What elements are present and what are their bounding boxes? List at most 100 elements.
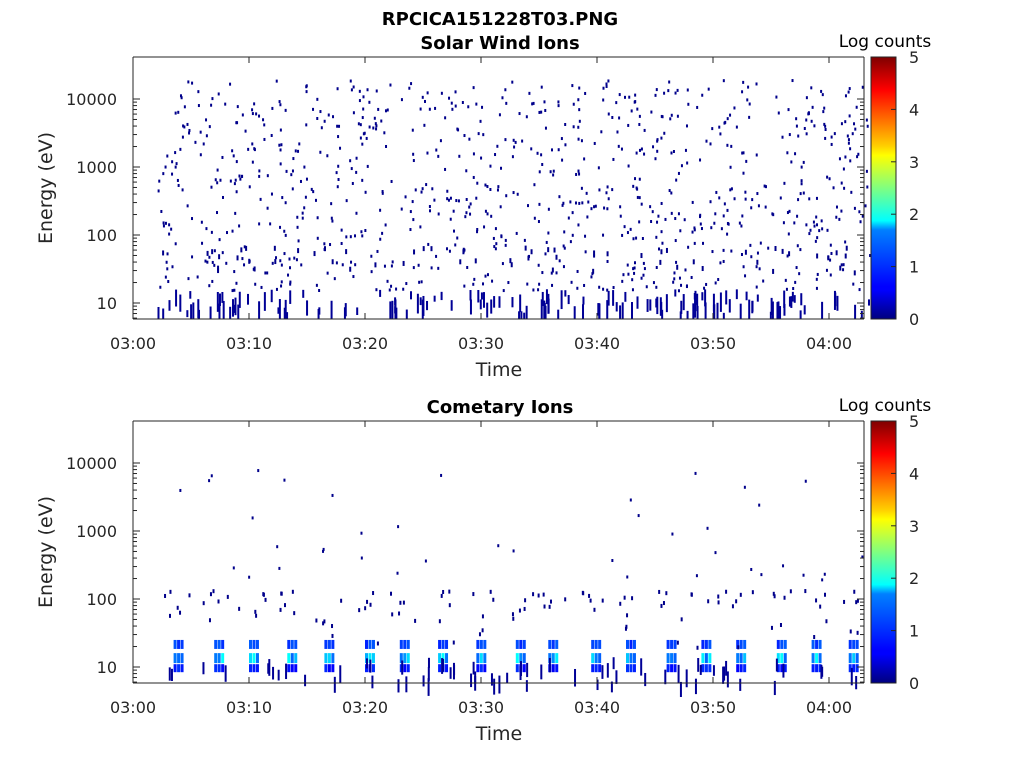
data-cell xyxy=(391,300,394,319)
data-cell xyxy=(643,128,646,132)
data-cell xyxy=(380,119,383,123)
data-cell xyxy=(472,592,475,597)
data-cell xyxy=(330,216,333,220)
data-cell xyxy=(735,125,738,129)
data-cell xyxy=(211,279,214,283)
data-cell xyxy=(291,589,294,594)
data-cell xyxy=(667,89,670,93)
data-cell xyxy=(657,214,660,218)
data-cell xyxy=(826,228,829,232)
data-cell xyxy=(838,157,841,161)
data-cell xyxy=(375,124,378,128)
data-cell xyxy=(557,309,560,319)
data-cell xyxy=(674,91,677,95)
data-cell xyxy=(729,113,732,117)
data-cell xyxy=(711,250,714,254)
colorbar-tick-label: 2 xyxy=(909,569,919,588)
data-cell xyxy=(672,149,675,153)
colorbar-tick-label: 0 xyxy=(909,310,919,329)
data-cell xyxy=(652,145,655,149)
data-cell xyxy=(704,289,707,307)
data-cell xyxy=(869,254,872,258)
data-cell xyxy=(162,224,165,228)
data-cell xyxy=(279,103,282,107)
data-cell xyxy=(659,259,662,265)
data-cell xyxy=(412,218,415,222)
data-cell xyxy=(772,268,775,274)
data-cell xyxy=(699,158,702,162)
data-cell xyxy=(633,261,636,265)
data-cell xyxy=(611,559,614,563)
data-cell xyxy=(848,664,852,673)
data-cell xyxy=(741,214,744,218)
data-cell xyxy=(202,601,205,606)
data-cell xyxy=(502,289,505,293)
data-cell xyxy=(486,302,489,318)
data-cell xyxy=(326,154,329,158)
data-cell xyxy=(479,664,483,673)
data-cell xyxy=(244,129,247,133)
data-cell xyxy=(290,173,293,177)
data-cell xyxy=(687,102,690,106)
x-tick-label: 03:40 xyxy=(574,698,620,717)
data-cell xyxy=(743,639,747,649)
data-cell xyxy=(481,628,484,633)
data-cell xyxy=(760,573,763,577)
data-cell xyxy=(305,123,308,127)
data-cell xyxy=(168,667,171,681)
data-cell xyxy=(699,664,702,675)
data-cell xyxy=(466,265,469,269)
data-cell xyxy=(860,310,863,319)
data-cell xyxy=(823,106,826,110)
data-cell xyxy=(584,250,587,254)
data-cell xyxy=(327,653,331,664)
data-cell xyxy=(680,300,683,314)
data-cell xyxy=(776,653,780,664)
data-cell xyxy=(412,266,415,270)
data-cell xyxy=(824,127,827,131)
data-cell xyxy=(442,658,445,672)
data-cell xyxy=(669,117,672,121)
data-cell xyxy=(739,678,742,691)
data-cell xyxy=(540,153,543,157)
data-cell xyxy=(675,260,678,264)
data-cell xyxy=(777,111,780,115)
data-cell xyxy=(701,653,705,664)
data-cell xyxy=(354,263,357,267)
data-cell xyxy=(500,234,503,238)
data-cell xyxy=(820,219,823,223)
data-cell xyxy=(287,664,291,673)
data-cell xyxy=(602,287,605,291)
data-cell xyxy=(476,181,479,185)
data-cell xyxy=(306,300,309,316)
data-cell xyxy=(377,107,380,111)
data-cell xyxy=(384,109,387,113)
data-cell xyxy=(733,197,736,201)
data-cell xyxy=(441,658,444,674)
data-cell xyxy=(322,549,325,553)
data-cell xyxy=(358,608,361,613)
data-cell xyxy=(412,152,415,156)
data-cell xyxy=(168,232,171,236)
data-cell xyxy=(823,122,826,126)
data-cell xyxy=(848,653,852,664)
data-cell xyxy=(174,151,177,155)
data-cell xyxy=(672,280,675,284)
data-cell xyxy=(737,645,740,650)
data-cell xyxy=(483,225,486,229)
data-cell xyxy=(169,589,172,594)
data-cell xyxy=(165,260,168,264)
data-cell xyxy=(251,142,254,146)
data-cell xyxy=(314,198,317,202)
data-cell xyxy=(699,222,702,226)
data-cell xyxy=(561,158,564,162)
data-cell xyxy=(394,306,397,314)
data-cell xyxy=(489,187,492,191)
data-cell xyxy=(285,169,288,173)
data-cell xyxy=(495,242,498,246)
data-cell xyxy=(847,90,850,94)
x-tick-label: 03:50 xyxy=(690,698,736,717)
data-cell xyxy=(538,202,541,206)
